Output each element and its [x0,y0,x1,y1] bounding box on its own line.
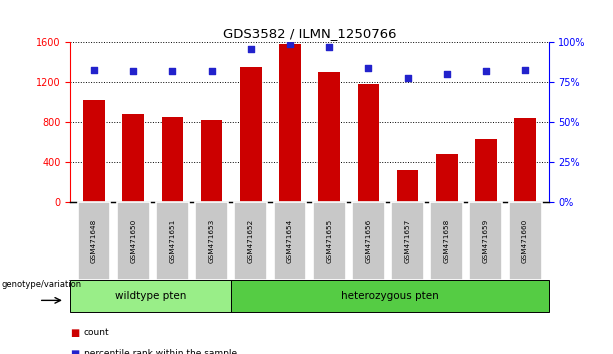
Text: GSM471656: GSM471656 [365,218,371,263]
Bar [391,202,424,280]
Bar [83,100,105,202]
Text: GSM471652: GSM471652 [248,218,254,263]
Bar [123,114,144,202]
Bar [470,202,503,280]
Text: GSM471660: GSM471660 [522,218,528,263]
Text: GSM471654: GSM471654 [287,218,293,263]
Text: GSM471651: GSM471651 [169,218,175,263]
Bar [201,120,223,202]
Text: GSM471659: GSM471659 [483,218,489,263]
Text: GSM471650: GSM471650 [130,218,136,263]
Bar [78,202,110,280]
Text: ■: ■ [70,349,80,354]
Text: count: count [84,328,110,337]
Bar [509,202,541,280]
Bar [397,170,418,202]
Point [403,75,413,80]
Text: GSM471657: GSM471657 [405,218,411,263]
Bar [116,202,150,280]
Text: GSM471658: GSM471658 [444,218,450,263]
Bar [352,202,385,280]
Point [285,41,295,47]
Point [364,65,373,71]
Text: genotype/variation: genotype/variation [1,280,82,290]
Title: GDS3582 / ILMN_1250766: GDS3582 / ILMN_1250766 [223,27,397,40]
Text: GSM471655: GSM471655 [326,218,332,263]
Point [246,46,256,52]
Bar [195,202,228,280]
Bar [273,202,306,280]
Point [89,67,99,73]
Text: heterozygous pten: heterozygous pten [341,291,439,301]
Text: percentile rank within the sample: percentile rank within the sample [84,349,237,354]
Point [442,72,452,77]
Text: GSM471653: GSM471653 [208,218,215,263]
Bar [240,67,262,202]
Bar [430,202,463,280]
Bar [318,72,340,202]
Point [481,68,491,74]
Point [128,68,138,74]
Bar [279,45,301,202]
Bar [514,118,536,202]
Text: ■: ■ [70,328,80,338]
Bar [475,139,497,202]
Bar [313,202,346,280]
Point [167,68,177,74]
Text: wildtype pten: wildtype pten [115,291,186,301]
Bar [162,117,183,202]
Bar [436,154,457,202]
Bar [70,280,231,312]
Point [324,45,334,50]
Point [207,68,216,74]
Point [520,67,530,73]
Bar [234,202,267,280]
Bar [231,280,549,312]
Bar [357,84,379,202]
Text: GSM471648: GSM471648 [91,218,97,263]
Bar [156,202,189,280]
